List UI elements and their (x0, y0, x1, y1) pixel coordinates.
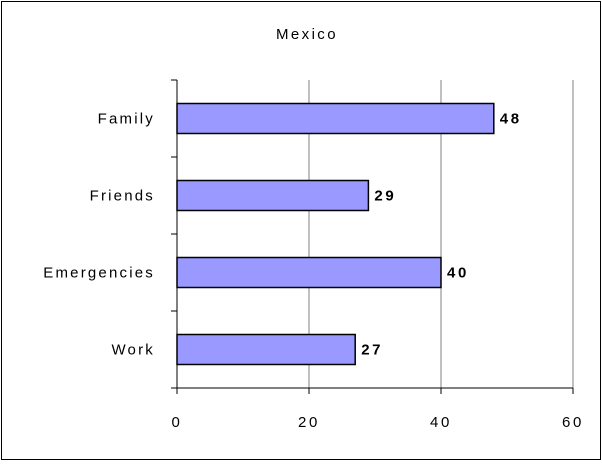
category-label: Work (111, 342, 155, 359)
bar-friends (176, 179, 370, 212)
data-label: 40 (447, 265, 469, 282)
category-label: Friends (90, 188, 155, 205)
data-label: 48 (500, 111, 522, 128)
category-label: Emergencies (43, 265, 155, 282)
x-tick-label: 0 (172, 414, 183, 431)
bar-work (176, 333, 356, 366)
chart-title: Mexico (276, 26, 338, 43)
bar-family (176, 102, 495, 135)
x-tick-label: 60 (562, 414, 584, 431)
bar-emergencies (176, 256, 442, 289)
category-label: Family (98, 111, 155, 128)
x-tick-label: 40 (430, 414, 452, 431)
data-label: 27 (361, 342, 383, 359)
x-tick-label: 20 (298, 414, 320, 431)
data-label: 29 (374, 188, 396, 205)
